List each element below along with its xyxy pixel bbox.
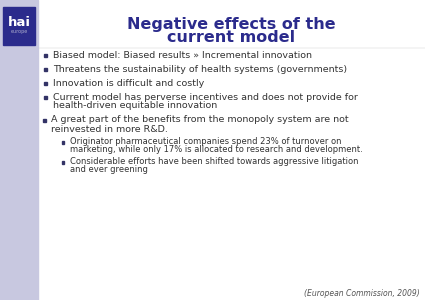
Text: health-driven equitable innovation: health-driven equitable innovation <box>53 101 217 110</box>
Text: and ever greening: and ever greening <box>70 166 148 175</box>
Text: Threatens the sustainability of health systems (governments): Threatens the sustainability of health s… <box>53 64 347 74</box>
Text: Current model has perverse incentives and does not provide for: Current model has perverse incentives an… <box>53 92 358 101</box>
Bar <box>62 141 65 143</box>
Text: hai: hai <box>8 16 31 28</box>
Text: marketing, while only 17% is allocated to research and development.: marketing, while only 17% is allocated t… <box>70 146 363 154</box>
Text: current model: current model <box>167 31 295 46</box>
Text: Innovation is difficult and costly: Innovation is difficult and costly <box>53 79 204 88</box>
Text: A great part of the benefits from the monopoly system are not: A great part of the benefits from the mo… <box>51 116 348 124</box>
Text: Considerable efforts have been shifted towards aggressive litigation: Considerable efforts have been shifted t… <box>70 158 359 166</box>
Bar <box>43 119 46 122</box>
Bar <box>44 54 47 56</box>
Text: Originator pharmaceutical companies spend 23% of turnover on: Originator pharmaceutical companies spen… <box>70 137 342 146</box>
Bar <box>3 7 35 45</box>
Text: europe: europe <box>10 29 28 34</box>
Bar <box>0 0 38 300</box>
Bar <box>62 161 65 164</box>
Text: reinvested in more R&D.: reinvested in more R&D. <box>51 124 168 134</box>
Bar <box>44 82 47 85</box>
Bar <box>44 68 47 70</box>
Text: (European Commission, 2009): (European Commission, 2009) <box>304 289 420 298</box>
Text: Negative effects of the: Negative effects of the <box>127 16 336 32</box>
Text: Biased model: Biased results » Incremental innovation: Biased model: Biased results » Increment… <box>53 50 312 59</box>
Bar <box>44 96 47 98</box>
